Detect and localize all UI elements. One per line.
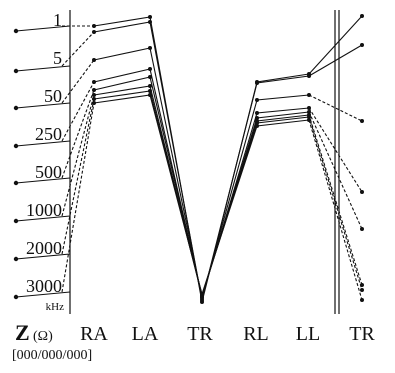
frequency-tick-dot — [13, 294, 19, 300]
frequency-connector — [61, 89, 95, 179]
impedance-curve-right-segment — [308, 15, 363, 75]
frequency-tick-dot — [13, 256, 19, 262]
impedance-point — [360, 190, 364, 194]
lead-label-la: LA — [132, 323, 159, 345]
impedance-point — [307, 106, 311, 110]
impedance-point — [255, 116, 259, 120]
frequency-tick-dot — [13, 28, 19, 34]
frequency-tick-dot — [13, 68, 19, 74]
freq-unit-label: kHz — [46, 301, 64, 313]
impedance-curve-right-segment — [308, 107, 363, 193]
axis-frame — [69, 10, 340, 314]
impedance-point — [148, 93, 152, 97]
frequency-tick-dot — [13, 218, 19, 224]
impedance-point — [92, 80, 96, 84]
frequency-tick-line — [15, 65, 71, 72]
impedance-point — [255, 98, 259, 102]
bottom-labels: Z (Ω) RA LA TR RL LL TR — [15, 320, 375, 345]
impedance-point — [148, 89, 152, 93]
frequency-ticks — [13, 25, 71, 300]
impedance-point — [307, 115, 311, 119]
impedance-point — [255, 124, 259, 128]
impedance-point — [360, 119, 364, 123]
impedance-point — [92, 101, 96, 105]
freq-label-3000: 3000 — [26, 276, 62, 296]
impedance-point — [307, 74, 311, 78]
impedance-point — [92, 88, 96, 92]
freq-label-5: 5 — [53, 48, 62, 68]
frequency-tick-dot — [13, 143, 19, 149]
impedance-point — [307, 110, 311, 114]
frequency-connector — [61, 94, 95, 217]
impedance-unit: (Ω) — [33, 329, 53, 344]
impedance-point — [255, 111, 259, 115]
frequency-tick-line — [15, 253, 71, 260]
frequency-tick-line — [15, 25, 71, 32]
impedance-curve — [93, 85, 310, 299]
impedance-point — [360, 288, 364, 292]
impedance-point — [360, 283, 364, 287]
impedance-point — [255, 81, 259, 85]
impedance-point — [148, 46, 152, 50]
impedance-point — [360, 227, 364, 231]
frequency-connector — [61, 59, 95, 104]
lead-label-ll: LL — [296, 323, 320, 345]
freq-label-1: 1 — [53, 10, 62, 30]
impedance-point — [148, 84, 152, 88]
frequency-tick-line — [15, 177, 71, 184]
frequency-tick-dot — [13, 105, 19, 111]
lead-label-tr-right: TR — [349, 323, 375, 345]
impedance-point — [92, 24, 96, 28]
impedance-point — [92, 93, 96, 97]
freq-label-500: 500 — [35, 162, 62, 182]
frequency-tick-line — [15, 215, 71, 222]
impedance-curve — [93, 90, 310, 297]
diagram-caption: [000/000/000] — [12, 348, 93, 363]
frequency-connector — [61, 81, 95, 142]
impedance-point — [148, 15, 152, 19]
frequency-connector — [61, 102, 95, 293]
impedance-point — [200, 292, 204, 296]
impedance-curve — [93, 47, 310, 299]
lead-label-ra: RA — [80, 323, 108, 345]
frequency-axis: 1 5 50 250 500 1000 2000 3000 kHz — [26, 10, 64, 313]
impedance-point — [307, 118, 311, 122]
impedance-curve — [93, 94, 310, 296]
freq-label-50: 50 — [44, 86, 62, 106]
freq-label-250: 250 — [35, 124, 62, 144]
impedance-point — [307, 93, 311, 97]
freq-label-2000: 2000 — [26, 238, 62, 258]
impedance-point — [92, 30, 96, 34]
impedance-point — [92, 97, 96, 101]
frequency-connector — [61, 98, 95, 255]
impedance-point — [360, 298, 364, 302]
frequency-tick-dot — [13, 180, 19, 186]
impedance-curve-right-segment — [308, 116, 363, 291]
frequency-tick-line — [15, 291, 71, 298]
impedance-point — [92, 58, 96, 62]
lead-label-tr: TR — [187, 323, 213, 345]
impedance-point — [360, 14, 364, 18]
impedance-symbol: Z — [15, 320, 30, 345]
impedance-point — [360, 43, 364, 47]
freq-label-1000: 1000 — [26, 200, 62, 220]
impedance-curve — [93, 16, 310, 303]
frequency-tick-line — [15, 102, 71, 109]
impedance-point — [148, 75, 152, 79]
impedance-curve — [93, 76, 310, 299]
frequency-tick-line — [15, 140, 71, 147]
impedance-point — [148, 20, 152, 24]
impedance-curve-right-segment — [308, 44, 363, 77]
impedance-curve — [93, 21, 310, 301]
frequency-connector — [61, 31, 95, 67]
impedance-curve-right-segment — [308, 111, 363, 230]
impedance-curves — [61, 15, 363, 303]
lead-label-rl: RL — [243, 323, 269, 345]
impedance-curve-right-segment — [308, 119, 363, 301]
impedance-point — [148, 67, 152, 71]
impedance-point — [255, 121, 259, 125]
impedance-points — [92, 14, 364, 304]
impedance-curve — [93, 68, 310, 300]
